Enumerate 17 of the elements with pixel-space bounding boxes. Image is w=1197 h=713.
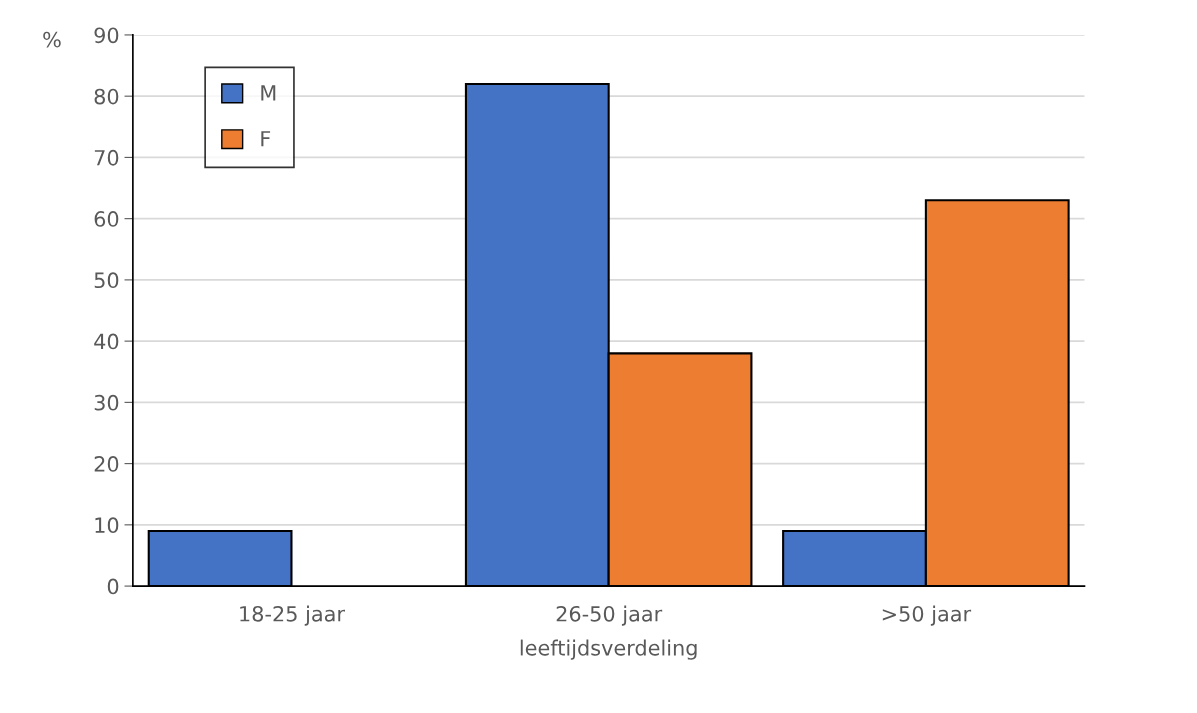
y-tick-label: 80 xyxy=(94,88,119,105)
y-tick-label: 20 xyxy=(94,456,119,472)
y-tick-label: 0 xyxy=(107,578,119,595)
legend-label: F xyxy=(261,131,271,147)
x-tick-label: 18-25 jaar xyxy=(240,605,345,626)
y-tick-label: 30 xyxy=(94,394,119,411)
y-axis-title: % xyxy=(43,31,61,48)
y-tick-label: 70 xyxy=(94,149,119,166)
y-tick-label: 60 xyxy=(94,211,119,227)
x-tick-label: 26-50 jaar xyxy=(556,605,663,626)
y-tick-label: 40 xyxy=(94,333,119,350)
x-tick-label: >50 jaar xyxy=(882,605,972,626)
y-tick-label: 90 xyxy=(94,27,119,44)
legend-label: M xyxy=(261,85,276,101)
y-tick-label: 50 xyxy=(94,272,119,289)
y-tick-label: 10 xyxy=(95,517,119,534)
x-axis-title: leeftijdsverdeling xyxy=(520,639,697,660)
